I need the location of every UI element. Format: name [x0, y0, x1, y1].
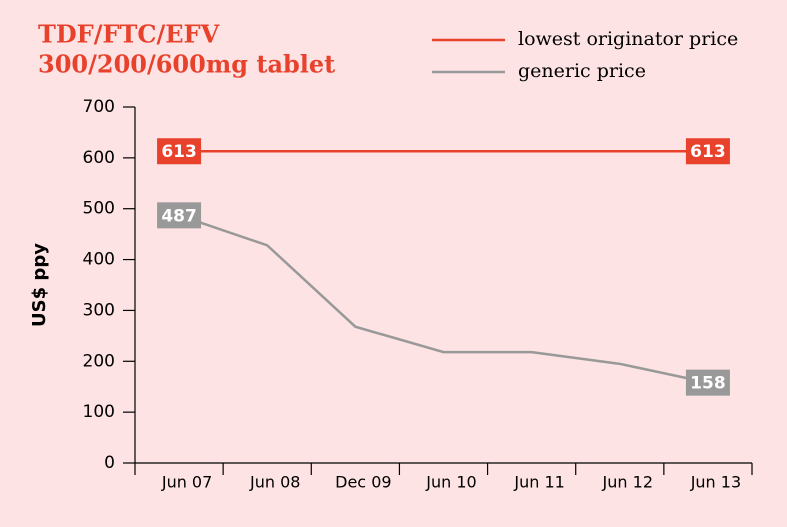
y-tick-label: 500	[83, 199, 115, 219]
x-tick-label: Dec 09	[335, 473, 391, 492]
y-tick-label: 300	[83, 300, 115, 320]
x-tick-label: Jun 10	[425, 473, 476, 492]
legend-label: generic price	[518, 60, 646, 82]
y-axis-label: US$ ppy	[29, 243, 50, 327]
y-tick-label: 600	[83, 148, 115, 168]
y-tick-label: 100	[83, 402, 115, 422]
value-label: 613	[161, 142, 197, 162]
x-tick-label: Jun 07	[161, 473, 212, 492]
value-label-box	[685, 369, 730, 396]
chart-title: TDF/FTC/EFV	[38, 20, 220, 49]
x-tick-label: Jun 13	[690, 473, 741, 492]
series-line	[178, 214, 709, 384]
x-tick-label: Jun 08	[249, 473, 300, 492]
value-label-box	[157, 202, 202, 229]
y-tick-label: 400	[83, 250, 115, 270]
x-tick-label: Jun 12	[602, 473, 653, 492]
value-label-box	[157, 138, 202, 165]
legend-label: lowest originator price	[518, 28, 738, 50]
x-tick-label: Jun 11	[513, 473, 564, 492]
y-tick-label: 200	[83, 351, 115, 371]
y-tick-label: 700	[83, 97, 115, 117]
chart-title: 300/200/600mg tablet	[38, 50, 335, 79]
value-label: 158	[690, 374, 726, 394]
value-label: 613	[690, 142, 726, 162]
value-label: 487	[161, 206, 197, 226]
value-label-box	[685, 138, 730, 165]
y-tick-label: 0	[104, 453, 115, 473]
